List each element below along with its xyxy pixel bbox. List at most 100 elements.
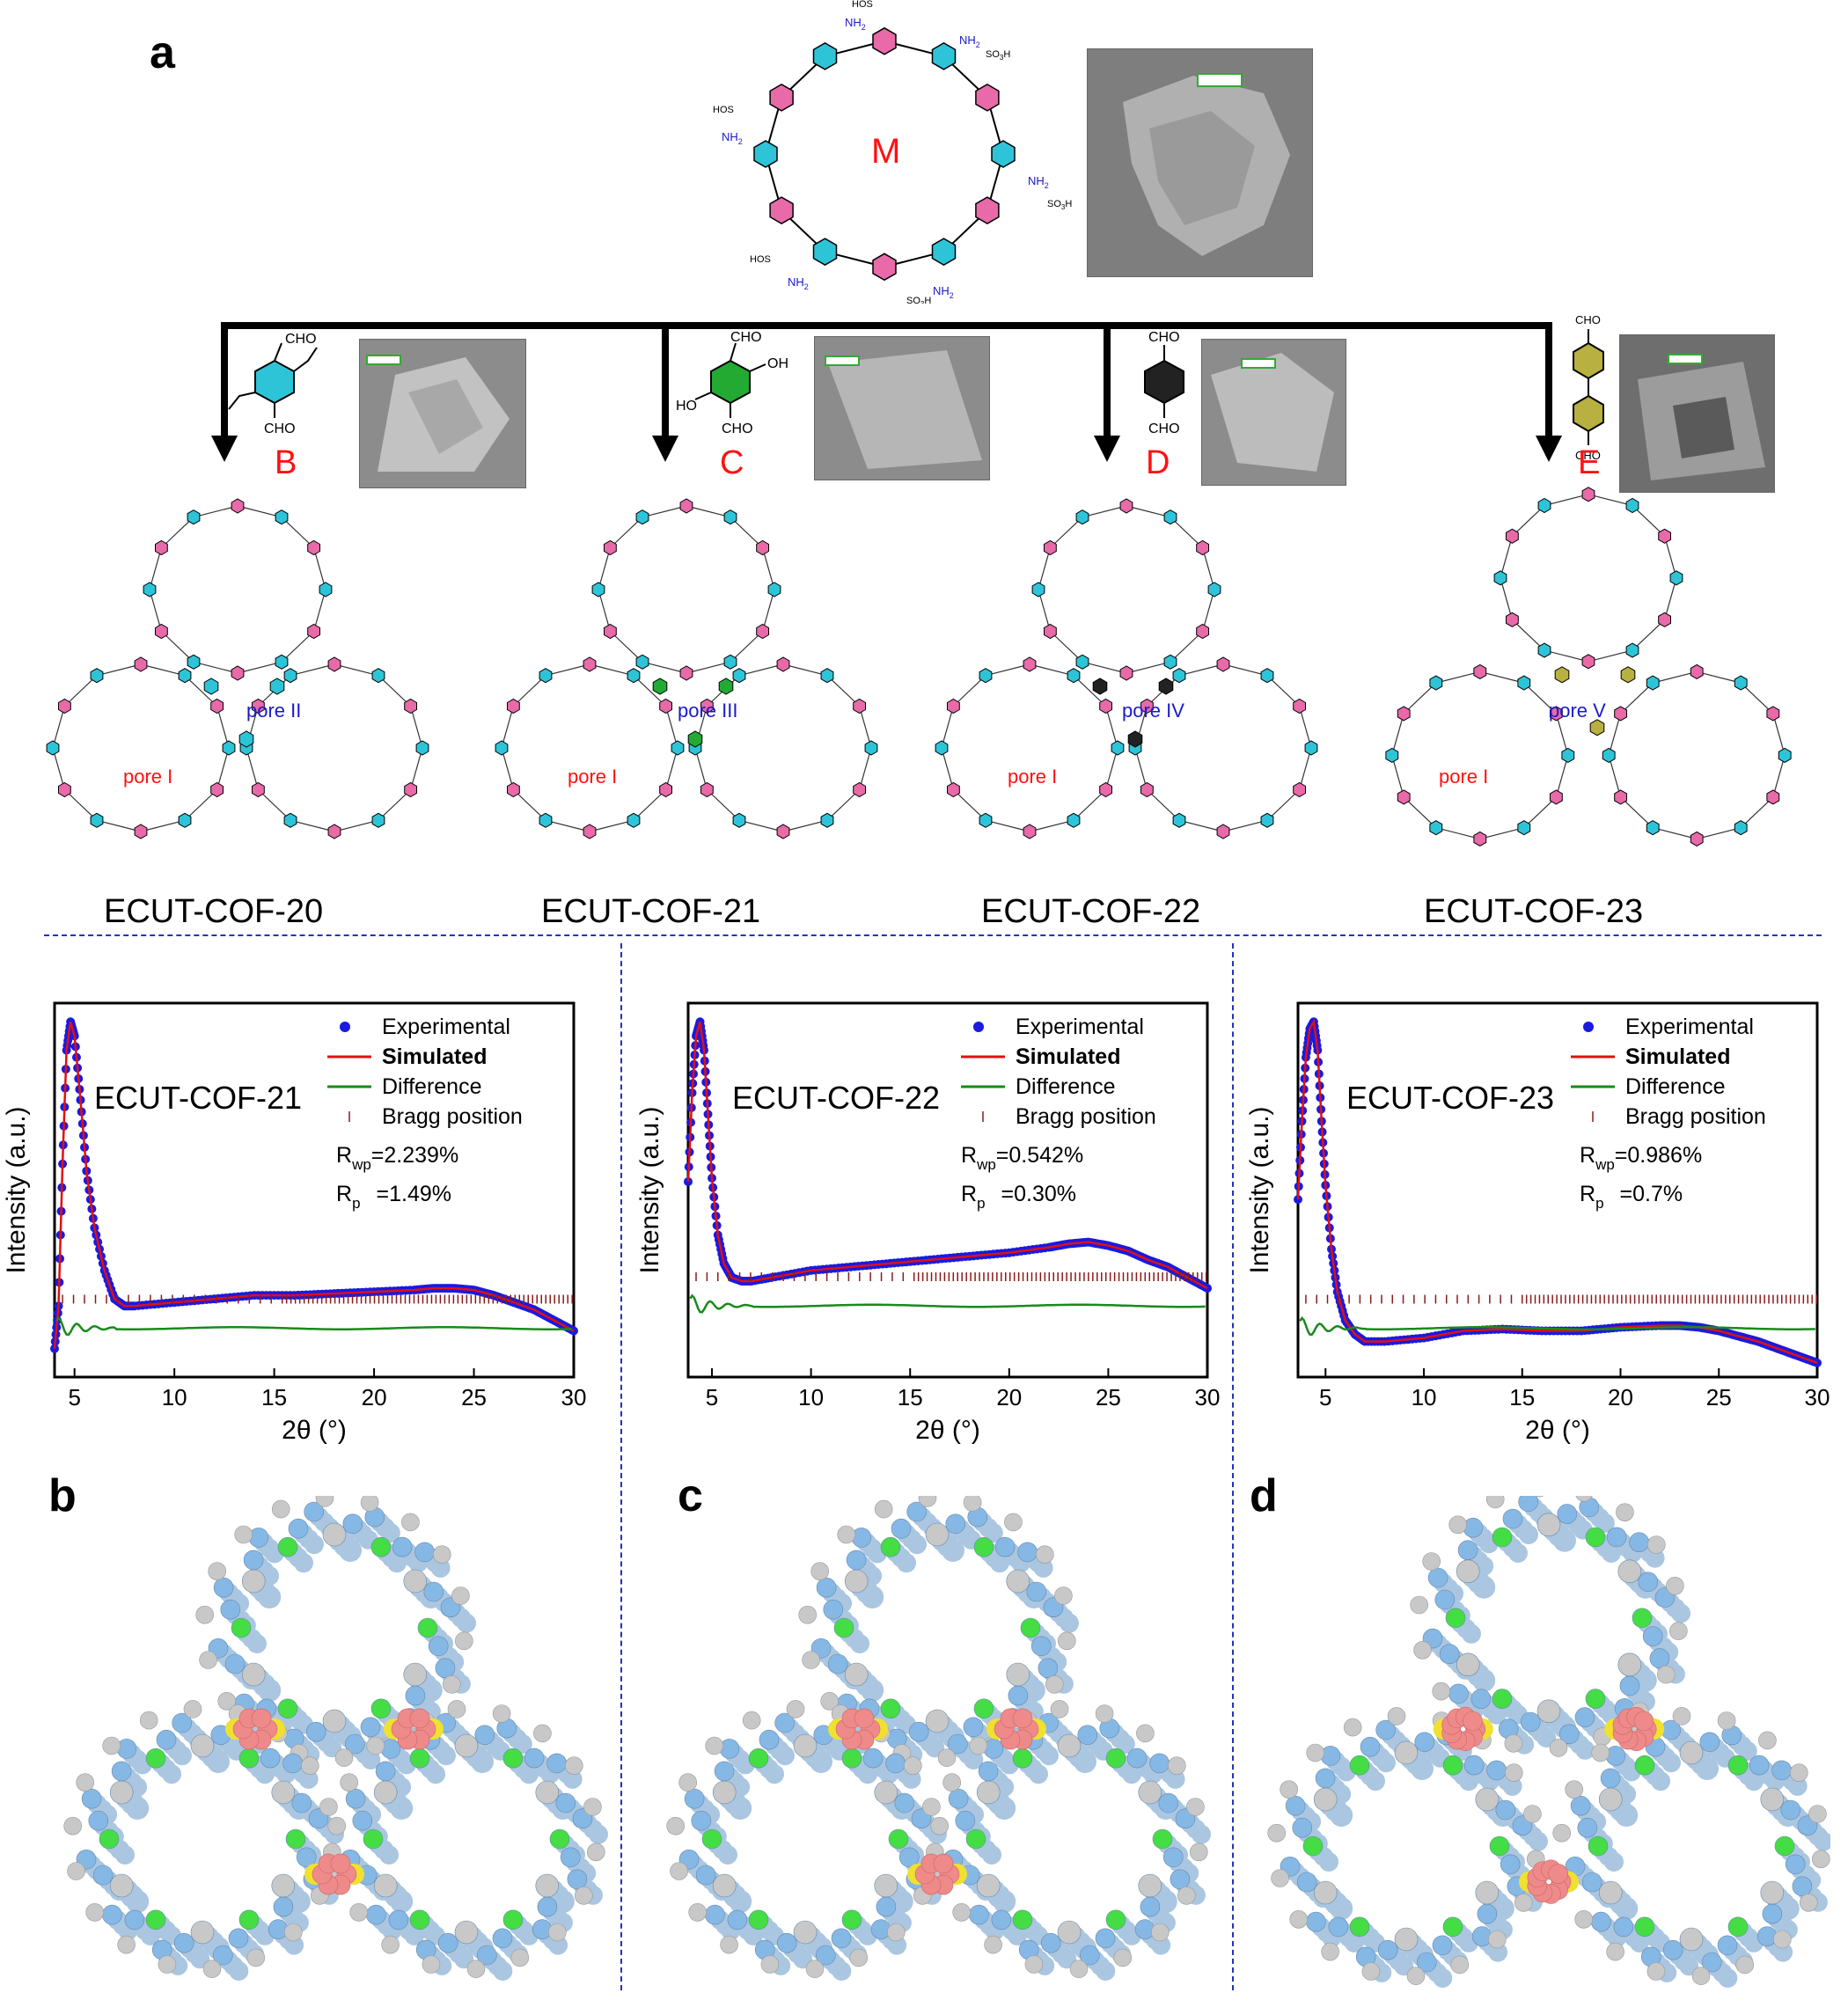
framework-ring — [275, 654, 289, 670]
atom-sphere — [1040, 1932, 1061, 1953]
framework-linker — [238, 730, 254, 748]
atom-sphere — [701, 1828, 722, 1850]
framework-ring — [853, 781, 866, 798]
atom-sphere — [102, 1904, 122, 1925]
difference-line — [55, 1316, 572, 1337]
atom-sphere — [454, 1631, 473, 1651]
framework-cof-22: pore I pore IV — [935, 498, 1318, 839]
atom-sphere — [1691, 1967, 1711, 1985]
model-macrocycle — [1410, 1496, 1690, 1760]
atom-sphere — [363, 1828, 384, 1850]
atom-sphere — [976, 1780, 1001, 1805]
rp-stat: Rp =0.30% — [961, 1182, 1076, 1212]
atom-sphere — [246, 1948, 266, 1967]
framework-ring — [90, 668, 104, 684]
linker-c-structure: CHO OH HO CHO — [676, 330, 788, 436]
atom-sphere — [217, 1692, 236, 1711]
atom-sphere — [1792, 1876, 1813, 1897]
linker-b-cho-2: CHO — [264, 421, 296, 436]
atom-sphere — [241, 1662, 266, 1687]
atom-sphere — [375, 1761, 396, 1782]
framework-ring — [539, 668, 553, 684]
atom-sphere — [1591, 1911, 1611, 1932]
atom-sphere — [1574, 1909, 1594, 1929]
atom-sphere — [1577, 1817, 1598, 1838]
linker-b-cho-1: CHO — [285, 332, 317, 347]
atom-sphere — [1463, 1711, 1483, 1732]
atom-sphere — [1785, 1854, 1806, 1875]
atom-sphere — [1313, 1880, 1338, 1905]
atom-sphere — [670, 1862, 688, 1880]
legend-entry: Experimental — [1016, 1015, 1144, 1039]
atom-sphere — [1302, 1835, 1324, 1857]
atom-sphere — [1475, 1787, 1500, 1812]
model-linker — [304, 1853, 364, 1895]
atom-sphere — [423, 1581, 444, 1602]
atom-sphere — [291, 1792, 312, 1813]
framework-ring — [1517, 675, 1531, 691]
atom-sphere — [388, 1909, 409, 1931]
atom-sphere — [1760, 1787, 1785, 1812]
framework-ring — [1099, 781, 1112, 798]
atom-sphere — [955, 1810, 976, 1831]
framework-ring — [307, 623, 320, 640]
atom-sphere — [906, 1501, 928, 1522]
atom-sphere — [1296, 1872, 1317, 1893]
atom-sphere — [1642, 1626, 1663, 1646]
monomer-ring-6 — [872, 253, 897, 282]
framework-ring — [1140, 698, 1154, 714]
framework-ring — [979, 668, 993, 684]
atom-sphere — [238, 1909, 260, 1931]
framework-ring — [700, 698, 714, 714]
atom-sphere — [841, 1748, 862, 1769]
y-axis-label: Intensity (a.u.) — [635, 1106, 664, 1273]
bragg-positions — [62, 1294, 573, 1304]
atom-sphere — [880, 1536, 901, 1557]
atom-sphere — [1679, 1740, 1704, 1765]
framework-ring — [1172, 668, 1186, 684]
framework-ring — [659, 781, 672, 798]
framework-ring — [1216, 656, 1230, 672]
atom-sphere — [942, 1773, 962, 1792]
atom-sphere — [1285, 1795, 1306, 1816]
atom-sphere — [547, 1923, 567, 1942]
atom-sphere — [991, 1909, 1012, 1931]
model-linker — [828, 1708, 888, 1750]
framework-ring — [1067, 812, 1081, 828]
difference-line — [1299, 1316, 1815, 1337]
atom-sphere — [1758, 1731, 1777, 1750]
atom-sphere — [1306, 1911, 1326, 1932]
atom-sphere — [1315, 1768, 1336, 1789]
atom-sphere — [288, 1518, 309, 1539]
bragg-positions — [1305, 1294, 1817, 1304]
atom-sphere — [823, 1599, 844, 1620]
atom-sphere — [1105, 1909, 1126, 1931]
atom-sphere — [567, 1869, 588, 1890]
atom-sphere — [1077, 1725, 1098, 1746]
atom-sphere — [1500, 1854, 1521, 1875]
atom-sphere — [1267, 1823, 1286, 1843]
atom-sphere — [451, 1586, 470, 1605]
atom-sphere — [1565, 1780, 1584, 1799]
sem-image-monomer — [1087, 48, 1313, 277]
atom-sphere — [742, 1711, 761, 1730]
framework-ring — [1690, 663, 1704, 679]
atom-sphere — [76, 1773, 95, 1792]
framework-linker — [203, 678, 219, 695]
atom-sphere — [474, 1725, 495, 1746]
atom-sphere — [1024, 1955, 1044, 1974]
atom-sphere — [1475, 1880, 1500, 1905]
atom-sphere — [271, 1499, 290, 1519]
monomer-ring-10 — [769, 84, 794, 112]
framework-linker — [269, 678, 285, 695]
framework-ring — [732, 812, 746, 828]
atom-sphere — [1427, 1567, 1448, 1588]
atom-sphere — [1799, 1893, 1818, 1912]
model-linker — [1604, 1706, 1665, 1752]
framework-ring — [307, 539, 320, 556]
atom-sphere — [251, 1708, 272, 1729]
atom-sphere — [428, 1636, 449, 1657]
framework-ring — [1397, 789, 1411, 805]
x-tick-label: 5 — [1319, 1384, 1331, 1410]
framework-ring — [1304, 740, 1318, 756]
